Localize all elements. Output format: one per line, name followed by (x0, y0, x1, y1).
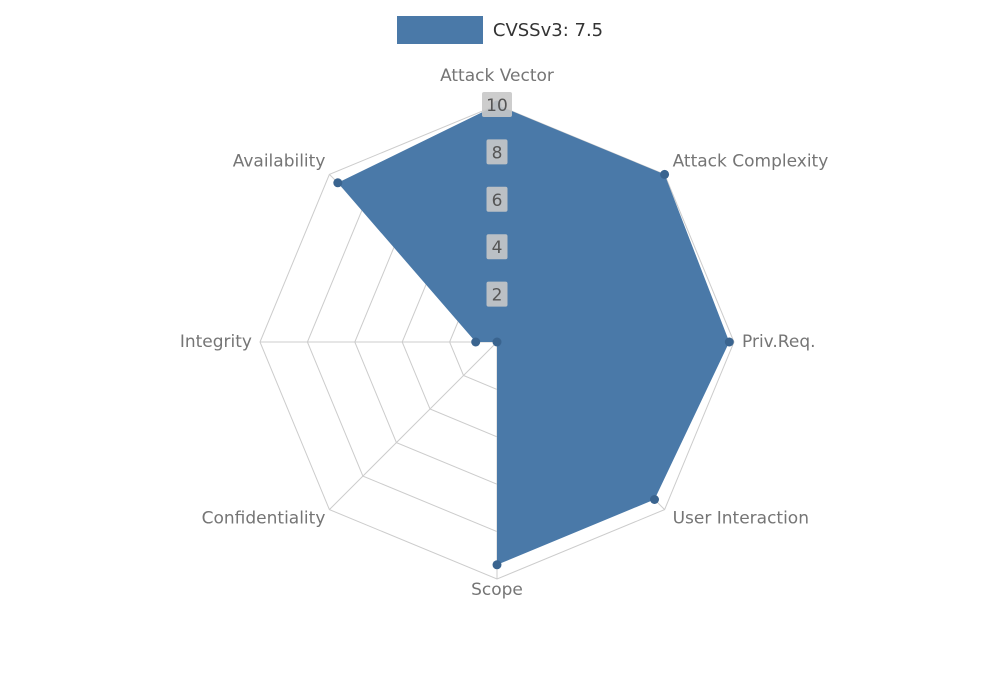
tick-label: 4 (492, 238, 503, 258)
data-point (650, 495, 659, 504)
axis-label: Scope (471, 580, 523, 600)
tick-label: 6 (492, 191, 503, 211)
legend-label: CVSSv3: 7.5 (492, 19, 604, 41)
legend-swatch (396, 16, 483, 44)
axis-label: Availability (233, 151, 326, 171)
data-point (333, 178, 343, 188)
axis-label: Integrity (180, 332, 252, 352)
tick-label: 2 (492, 286, 503, 306)
axis-label: Attack Complexity (673, 151, 829, 171)
axis-label: Confidentiality (202, 509, 326, 529)
tick-label: 10 (486, 96, 508, 116)
tick-label: 8 (492, 143, 503, 163)
data-point (492, 560, 502, 570)
tick-box (486, 281, 508, 307)
data-point (471, 337, 481, 347)
axis-label: Attack Vector (440, 66, 554, 86)
tick-box (486, 139, 508, 165)
grid-spoke (329, 341, 498, 510)
chart-legend: CVSSv3: 7.5 (0, 16, 1000, 44)
data-point (724, 337, 734, 347)
tick-box (482, 92, 512, 117)
tick-box (486, 234, 508, 260)
axis-label: Priv.Req. (742, 332, 816, 352)
data-polygon (337, 105, 730, 565)
tick-box (486, 186, 508, 212)
data-point (660, 169, 670, 179)
axis-label: User Interaction (673, 509, 809, 529)
data-point (492, 337, 502, 347)
